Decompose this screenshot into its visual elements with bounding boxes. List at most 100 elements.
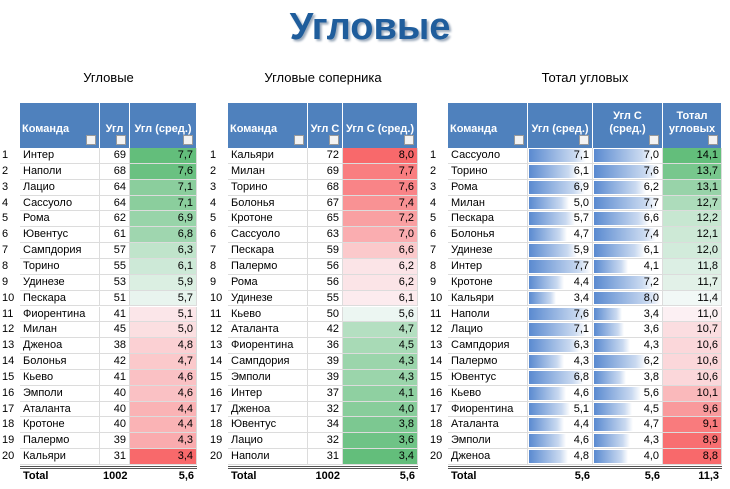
filter-button[interactable]: [708, 135, 718, 145]
cell-text: 5,9: [177, 275, 193, 288]
cell-text: 42: [113, 355, 126, 368]
value-cell: 12,0: [663, 243, 722, 259]
cell-text: Пескара: [23, 291, 66, 304]
cell-text: Фиорентина: [231, 339, 294, 352]
cell-text: 64: [113, 196, 126, 209]
value-cell: 4,5: [343, 338, 418, 355]
row-rank: 6: [210, 228, 217, 241]
data-bar: [529, 355, 564, 368]
team-cell: Фиорентина: [228, 338, 308, 355]
cell-text: 7,7: [177, 149, 193, 161]
cell-text: 4,5: [643, 402, 659, 415]
cell-text: 7,7: [643, 196, 659, 209]
team-cell: Кротоне: [448, 274, 528, 291]
team-cell: Милан: [448, 195, 528, 212]
cell-text: 34: [326, 418, 339, 431]
value-cell: 9,6: [663, 401, 722, 418]
value-cell: 4,7: [593, 417, 663, 434]
filter-button[interactable]: [649, 135, 659, 145]
team-cell: Кротоне: [228, 211, 308, 228]
value-cell: 31: [100, 449, 130, 465]
row-rank: 8: [210, 259, 217, 272]
cell-text: 39: [326, 370, 339, 383]
cell-text: 31: [113, 450, 126, 463]
filter-button[interactable]: [579, 135, 589, 145]
row-rank: 19: [430, 434, 443, 447]
filter-button[interactable]: [294, 135, 304, 145]
row-rank: 17: [2, 402, 15, 415]
value-cell: 3,4: [593, 306, 663, 323]
cell-text: Интер: [231, 386, 263, 399]
value-cell: 5,1: [528, 401, 593, 418]
filter-button[interactable]: [183, 135, 193, 145]
cell-text: 7,7: [398, 164, 414, 177]
data-bar: [529, 339, 580, 353]
row-rank: 18: [2, 418, 15, 431]
value-cell: 10,6: [663, 369, 722, 386]
value-cell: 65: [308, 211, 343, 228]
cell-text: 4,7: [643, 418, 659, 431]
cell-text: 4,6: [573, 434, 589, 447]
table-caption: Угловые соперника: [264, 70, 382, 85]
value-cell: 8,9: [663, 433, 722, 450]
value-cell: 38: [100, 338, 130, 355]
cell-text: 7,1: [573, 323, 589, 336]
team-cell: Лацио: [448, 322, 528, 339]
row-rank: 5: [2, 212, 9, 225]
filter-button[interactable]: [329, 135, 339, 145]
value-cell: 55: [100, 258, 130, 275]
cell-text: Дженоа: [231, 402, 271, 415]
value-cell: 56: [308, 274, 343, 291]
value-cell: 4,7: [130, 354, 197, 370]
cell-text: 59: [326, 244, 339, 257]
value-cell: 7,1: [130, 195, 197, 212]
filter-button[interactable]: [404, 135, 414, 145]
team-cell: Кальяри: [228, 148, 308, 164]
row-rank: 16: [2, 386, 15, 399]
row-rank: 7: [2, 244, 9, 257]
cell-text: Рома: [23, 212, 50, 225]
value-cell: 4,0: [593, 449, 663, 465]
filter-button[interactable]: [116, 135, 126, 145]
value-cell: 3,4: [130, 449, 197, 465]
cell-text: Фиорентина: [23, 307, 86, 320]
cell-text: 68: [326, 180, 339, 193]
cell-text: Наполи: [451, 307, 490, 320]
value-cell: 41: [100, 369, 130, 386]
value-cell: 36: [308, 338, 343, 355]
data-bar: [594, 386, 641, 400]
filter-button[interactable]: [514, 135, 524, 145]
team-cell: Сампдория: [20, 243, 100, 259]
cell-text: 5,7: [573, 212, 589, 225]
value-cell: 4,3: [593, 433, 663, 450]
cell-text: 9,1: [702, 418, 718, 431]
data-bar: [594, 259, 629, 273]
value-cell: 6,8: [528, 369, 593, 386]
cell-text: Кротоне: [23, 418, 65, 431]
cell-text: 4,4: [177, 402, 193, 415]
total-cell: Total: [228, 466, 308, 486]
data-bar: [529, 307, 591, 321]
cell-text: 3,8: [643, 370, 659, 383]
filter-button[interactable]: [86, 135, 96, 145]
row-rank: 12: [2, 323, 15, 336]
value-cell: 7,4: [593, 227, 663, 244]
row-rank: 11: [430, 307, 442, 320]
cell-text: 41: [113, 307, 126, 320]
cell-text: 11,8: [697, 259, 718, 272]
data-bar: [529, 196, 570, 210]
value-cell: 7,6: [130, 163, 197, 180]
cell-text: 5,1: [573, 402, 589, 415]
team-cell: Эмполи: [228, 369, 308, 386]
row-rank: 7: [430, 244, 437, 257]
cell-text: 4,3: [398, 370, 414, 383]
cell-text: Лацио: [23, 180, 55, 193]
total-cell: Total: [448, 466, 528, 486]
cell-text: Кьево: [23, 370, 54, 383]
cell-text: Наполи: [23, 164, 62, 177]
cell-text: 40: [113, 418, 126, 431]
row-rank: 18: [210, 418, 223, 431]
cell-text: 7,6: [573, 307, 589, 320]
row-rank: 13: [2, 339, 15, 352]
